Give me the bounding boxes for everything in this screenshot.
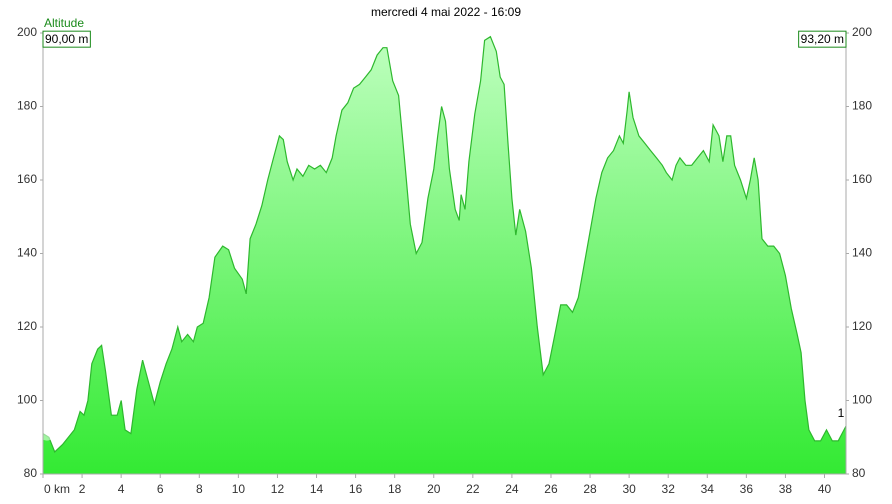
x-tick-label: 8: [196, 482, 203, 496]
x-tick-label: 24: [505, 482, 519, 496]
x-tick-label: 32: [662, 482, 676, 496]
value-box-label: 93,20 m: [801, 32, 844, 46]
chart-title: mercredi 4 mai 2022 - 16:09: [371, 5, 521, 19]
x-tick-label: 26: [544, 482, 558, 496]
x-tick-label: 40: [818, 482, 832, 496]
y2-tick-label: 160: [852, 172, 872, 186]
x-tick-label: 16: [349, 482, 363, 496]
x-tick-label: 20: [427, 482, 441, 496]
x-tick-label: 4: [118, 482, 125, 496]
x-tick-label: 10: [232, 482, 246, 496]
value-box: [798, 30, 847, 48]
y-tick-label: 140: [17, 246, 37, 260]
x-tick-label: 14: [310, 482, 324, 496]
y-axis-label: Altitude: [44, 16, 84, 30]
x-tick-label: 0 km: [44, 482, 70, 496]
start-marker: [38, 422, 56, 441]
y2-tick-label: 120: [852, 319, 872, 333]
x-tick-label: 38: [779, 482, 793, 496]
x-tick-label: 2: [79, 482, 86, 496]
area: [43, 36, 846, 474]
value-box-label: 90,00 m: [45, 32, 88, 46]
y2-tick-label: 100: [852, 393, 872, 407]
y-tick-label: 120: [17, 319, 37, 333]
x-tick-label: 12: [271, 482, 285, 496]
y-tick-label: 200: [17, 25, 37, 39]
x-tick-label: 22: [466, 482, 480, 496]
x-tick-label: 36: [740, 482, 754, 496]
line: [42, 35, 847, 453]
x-tick-label: 30: [622, 482, 636, 496]
marker-label: 1: [838, 406, 845, 420]
x-tick-label: 34: [701, 482, 715, 496]
x-tick-label: 18: [388, 482, 402, 496]
y-tick-label: 100: [17, 393, 37, 407]
y-tick-label: 180: [17, 99, 37, 113]
y2-tick-label: 200: [852, 25, 872, 39]
y-tick-label: 80: [24, 466, 38, 480]
y2-tick-label: 140: [852, 246, 872, 260]
x-tick-label: 28: [583, 482, 597, 496]
y2-tick-label: 80: [852, 466, 866, 480]
y2-tick-label: 180: [852, 99, 872, 113]
x-tick-label: 6: [157, 482, 164, 496]
y-tick-label: 160: [17, 172, 37, 186]
value-box: [42, 30, 91, 48]
